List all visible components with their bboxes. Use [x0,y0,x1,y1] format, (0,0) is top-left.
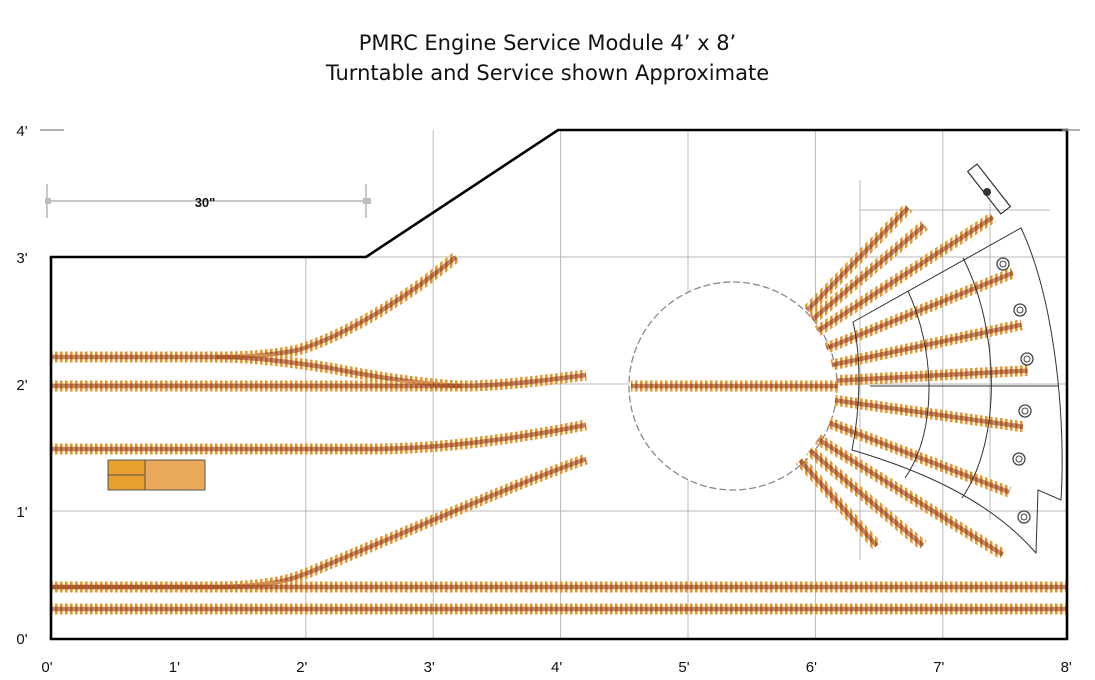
title-line-1: PMRC Engine Service Module 4’ x 8’ [358,31,737,55]
track-upper-lead [51,252,460,363]
structure-building-right [144,459,206,491]
dimension-label: 30" [195,195,216,210]
dimension-marker: 30" [45,184,371,218]
turntable-stall-track-rails [834,398,1024,430]
structures [107,459,206,491]
dimension-end-right [363,198,371,204]
roundhouse-stall-arc [904,290,930,479]
track-group [51,203,1067,615]
turntable-stall-track-rails [798,458,879,548]
turntable-stall-track-rails [808,448,925,548]
x-axis-label: 6' [806,659,817,676]
x-axis-label: 8' [1061,659,1072,676]
roundhouse-outline [851,163,1063,555]
roundhouse-fan-outline [851,227,1063,555]
turntable-stall-track-rails [816,215,995,333]
title-line-2: Turntable and Service shown Approximate [325,61,770,85]
turntable-stall-track-rails [816,437,1004,557]
y-axis-label: 4' [16,123,27,140]
roundhouse-stall-arc [961,257,992,499]
signal-lamp [983,188,991,196]
turntable-stall-track-rails [825,270,1014,351]
turntable-stall-track-rails [811,223,926,321]
x-axis-label: 2' [296,659,307,676]
turntable-stall-track-rails [836,368,1028,383]
stall-stop-inner [1020,513,1028,521]
x-axis-label: 7' [933,659,944,676]
module-outline-group [40,128,1080,641]
track-middle-rails [51,422,587,452]
stall-stop-inner [1021,407,1029,415]
x-axis-label: 0' [41,659,52,676]
title-block: PMRC Engine Service Module 4’ x 8’ Turnt… [0,28,1095,88]
x-axis-label: 5' [678,659,689,676]
x-axis-label: 4' [551,659,562,676]
track-main-rails [51,372,587,389]
y-axis-label: 0' [16,631,27,648]
x-axis-label: 3' [424,659,435,676]
dimension-end-left [45,198,51,204]
stall-stop-inner [1023,355,1031,363]
x-axis-label: 1' [169,659,180,676]
stall-stop-inner [999,260,1007,268]
turntable-stall-track-rails [805,206,910,312]
y-axis-label: 2' [16,377,27,394]
stall-stop-inner [1015,455,1023,463]
turntable-stall-track-rails [831,322,1023,368]
y-axis-label: 3' [16,250,27,267]
stall-stop-inner [1016,306,1024,314]
turntable-stall-track-rails [828,420,1011,495]
y-axis-label: 1' [16,504,27,521]
axis-labels: 0' 1' 2' 3' 4' 5' 6' 7' 8' 0' 1' 2' 3' 4' [16,123,1072,676]
